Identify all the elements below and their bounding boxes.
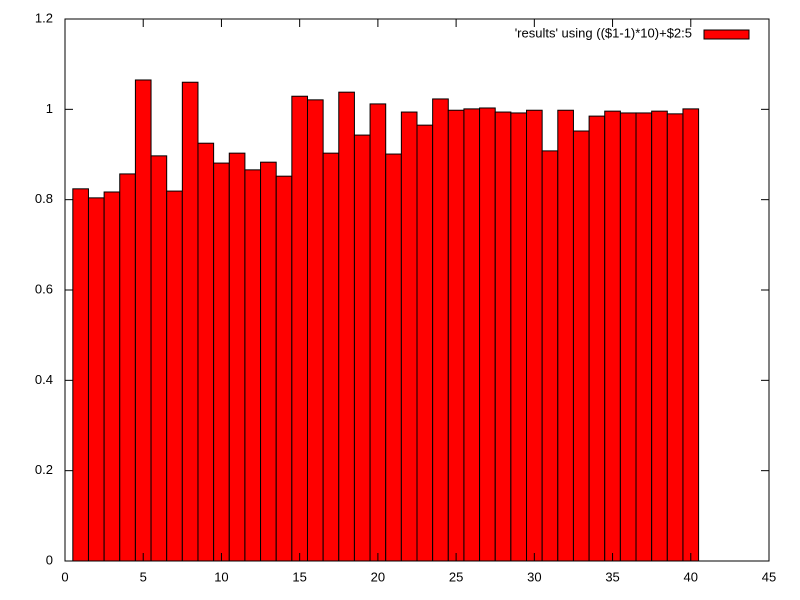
- bar: [416, 124, 434, 562]
- bar: [244, 169, 262, 562]
- bar: [588, 115, 606, 562]
- bar: [306, 99, 324, 562]
- x-tick-label: 45: [762, 569, 776, 584]
- x-tick-label: 40: [684, 569, 698, 584]
- bar: [557, 109, 574, 562]
- bar: [87, 197, 105, 562]
- x-tick-label: 30: [527, 569, 541, 584]
- bar: [181, 81, 199, 562]
- x-tick-label: 20: [371, 569, 385, 584]
- y-tick-label: 1.2: [35, 10, 53, 25]
- legend-swatch: [703, 29, 750, 40]
- x-tick-label: 0: [61, 569, 68, 584]
- y-tick-label: 0.8: [35, 191, 53, 206]
- bar: [635, 112, 653, 562]
- bar: [72, 188, 89, 562]
- bar: [150, 155, 168, 562]
- bar: [338, 91, 355, 562]
- bar: [572, 130, 590, 562]
- bar: [385, 153, 402, 562]
- x-tick-label: 5: [140, 569, 147, 584]
- y-tick-label: 0.6: [35, 281, 53, 296]
- x-tick-label: 15: [292, 569, 306, 584]
- y-tick-label: 0: [46, 552, 53, 567]
- bar: [510, 112, 528, 562]
- bar: [447, 109, 465, 562]
- y-tick-label: 0.4: [35, 372, 53, 387]
- bar: [119, 173, 136, 562]
- bar: [604, 110, 621, 562]
- bar: [463, 108, 481, 562]
- bar: [197, 142, 215, 562]
- bar: [166, 190, 183, 562]
- bar: [651, 110, 668, 562]
- bar: [291, 95, 308, 562]
- bar: [432, 98, 449, 562]
- bar: [134, 79, 152, 562]
- y-tick-label: 0.2: [35, 462, 53, 477]
- bar: [682, 108, 700, 562]
- x-tick-label: 25: [449, 569, 463, 584]
- bar: [322, 152, 340, 562]
- bar: [400, 111, 418, 562]
- x-tick-label: 35: [605, 569, 619, 584]
- x-tick-label: 10: [214, 569, 228, 584]
- legend-label: 'results' using (($1-1)*10)+$2:5: [515, 25, 692, 40]
- bar: [666, 113, 684, 562]
- bar: [619, 112, 637, 562]
- bar: [541, 150, 559, 562]
- bar: [494, 111, 512, 562]
- y-tick-label: 1: [46, 101, 53, 116]
- bar: [103, 191, 121, 562]
- bar: [526, 109, 543, 562]
- bar: [260, 161, 277, 562]
- bar: [213, 162, 230, 562]
- bar: [275, 175, 293, 562]
- bar: [479, 107, 496, 562]
- bar: [353, 134, 371, 562]
- bar: [228, 152, 246, 562]
- bar: [369, 103, 387, 562]
